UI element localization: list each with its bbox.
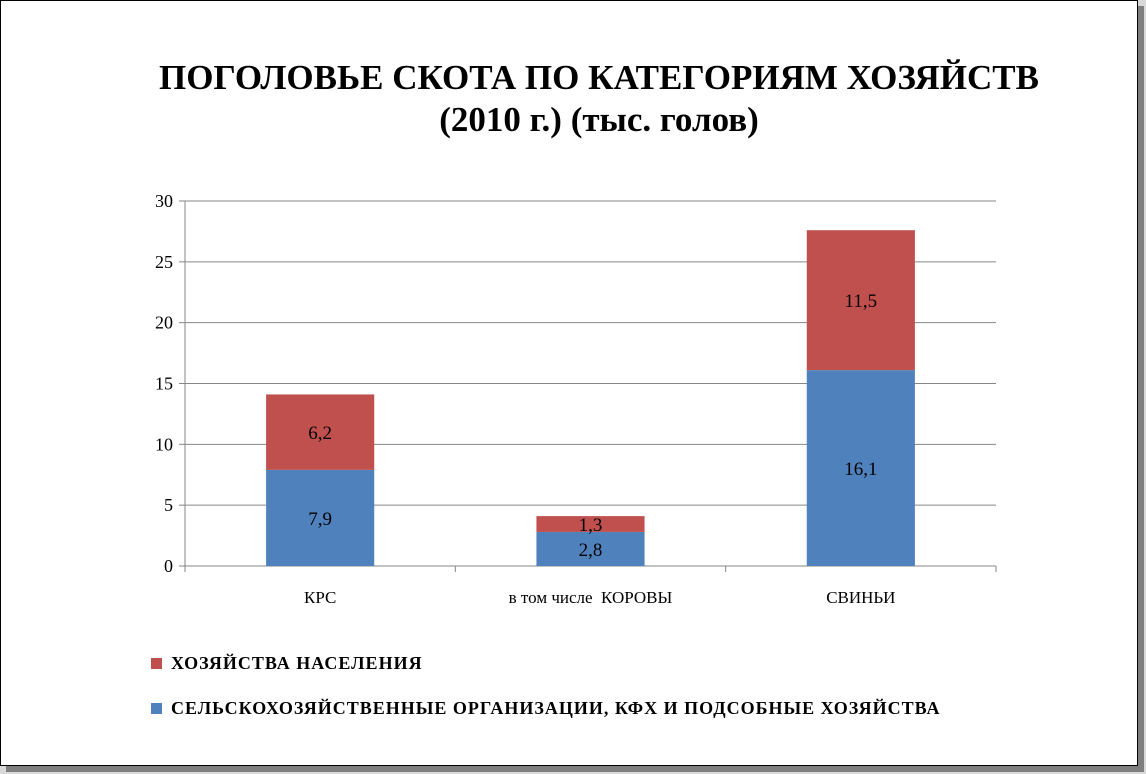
data-label: 16,1 (844, 459, 877, 480)
data-label: 1,3 (579, 515, 603, 536)
bar-segment (806, 230, 915, 371)
x-tick-label: в том числе КОРОВЫ (509, 588, 673, 607)
x-tick-label: СВИНЬИ (826, 588, 895, 607)
data-label: 11,5 (845, 291, 878, 312)
bar-segment (536, 516, 645, 532)
legend-label-population: ХОЗЯЙСТВА НАСЕЛЕНИЯ (171, 653, 423, 673)
legend-label-organizations: СЕЛЬСКОХОЗЯЙСТВЕННЫЕ ОРГАНИЗАЦИИ, КФХ И … (171, 698, 941, 718)
bar-chart: 0 5 10 15 20 25 30 7,9 6,2 КРС 2,8 1,3 в том числе К… (155, 191, 997, 607)
y-tick-label: 0 (164, 556, 173, 576)
chart-title-line1: ПОГОЛОВЬЕ СКОТА ПО КАТЕГОРИЯМ ХОЗЯЙСТВ (159, 58, 1039, 97)
data-label: 7,9 (308, 509, 332, 530)
bar-segment (806, 370, 915, 566)
chart-title: ПОГОЛОВЬЕ СКОТА ПО КАТЕГОРИЯМ ХОЗЯЙСТВ (… (1, 57, 1146, 141)
legend-item-population: ХОЗЯЙСТВА НАСЕЛЕНИЯ (151, 653, 423, 674)
y-tick-label: 5 (164, 495, 173, 515)
y-tick-label: 10 (155, 434, 173, 454)
y-tick-label: 20 (155, 313, 173, 333)
y-tick-label: 15 (155, 374, 173, 394)
bar-segment (266, 394, 375, 470)
legend-swatch-population (151, 658, 162, 669)
legend-swatch-organizations (151, 703, 162, 714)
x-tick-label: КРС (304, 588, 336, 607)
data-label: 2,8 (579, 540, 603, 561)
y-tick-label: 30 (155, 191, 173, 211)
data-label: 6,2 (308, 423, 332, 444)
legend-item-organizations: СЕЛЬСКОХОЗЯЙСТВЕННЫЕ ОРГАНИЗАЦИИ, КФХ И … (151, 698, 940, 719)
y-tick-label: 25 (155, 252, 173, 272)
bar-segment (536, 531, 645, 566)
chart-subtitle: (2010 г.) (тыс. голов) (439, 100, 759, 139)
bar-segment (266, 469, 375, 566)
